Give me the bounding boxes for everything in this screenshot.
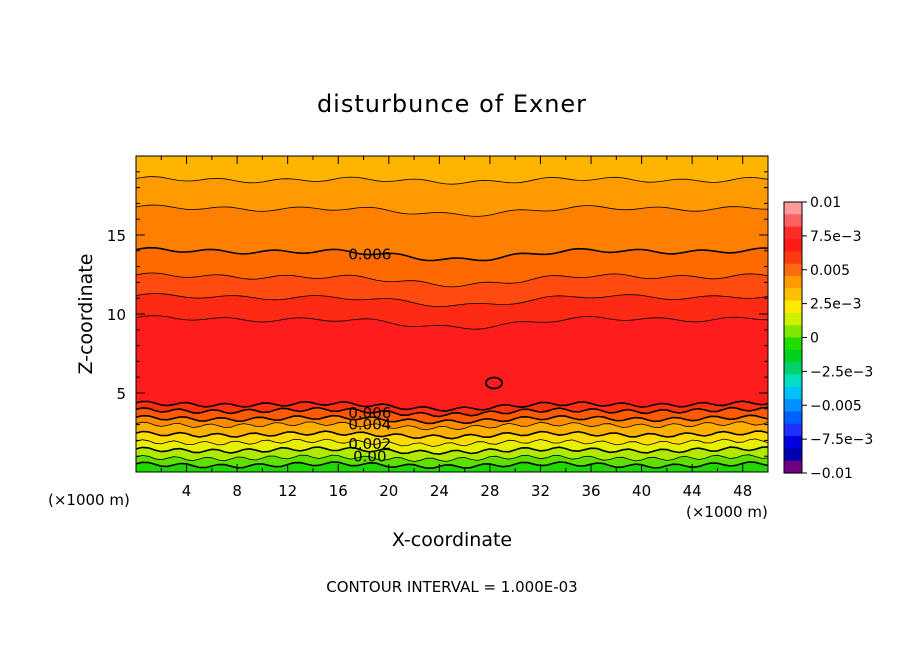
colorbar-swatch: [784, 436, 802, 449]
colorbar-swatch: [784, 337, 802, 351]
contour-label: 0.004: [348, 416, 391, 434]
colorbar-swatch: [784, 325, 802, 339]
contour-line: [135, 406, 769, 418]
y-axis: 5 10 15: [107, 171, 768, 457]
colorbar-swatch: [784, 288, 802, 302]
contour-line: [135, 204, 769, 217]
contour-interval-note: CONTOUR INTERVAL = 1.000E-03: [326, 578, 577, 596]
contour-line: [135, 461, 769, 470]
colorbar-swatch: [784, 202, 802, 215]
colorbar-tick-label: 0.01: [810, 195, 841, 211]
colorbar-swatch: [784, 460, 802, 474]
colorbar-tick-label: 0.005: [810, 263, 850, 279]
colorbar-swatch: [784, 349, 802, 363]
contour-label: 0.002: [348, 435, 391, 453]
y-axis-label: Z-coordinate: [75, 254, 97, 375]
colorbar-swatch: [784, 312, 802, 326]
colorbar-swatch: [784, 300, 802, 314]
x-tick-label: 24: [430, 482, 449, 500]
contour-line: [135, 315, 769, 330]
x-tick-label: 20: [379, 482, 398, 500]
colorbar-swatch: [784, 238, 802, 252]
contour-band: [135, 315, 769, 412]
colorbar-swatch: [784, 362, 802, 376]
colorbar-tick-label: −2.5e−3: [810, 364, 873, 380]
closed-contour-loop: [485, 376, 503, 390]
colorbar-tick-label: 7.5e−3: [810, 229, 862, 245]
x-tick-label: 28: [480, 482, 499, 500]
colorbar-swatch: [784, 374, 802, 388]
colorbar-swatch: [784, 411, 802, 425]
contour-line: [135, 414, 769, 425]
x-axis-label: X-coordinate: [392, 529, 512, 551]
x-tick-label: 36: [581, 482, 600, 500]
x-tick-label: 8: [232, 482, 242, 500]
x-tick-label: 40: [632, 482, 651, 500]
contour-label: 0.006: [348, 404, 391, 422]
contour-line: [135, 438, 769, 448]
contour-line: [135, 421, 769, 431]
contour-label: 0.00: [353, 448, 386, 466]
x-tick-label: 12: [278, 482, 297, 500]
x-axis-unit-right: (×1000 m): [686, 503, 768, 521]
colorbar-tick-label: 0: [810, 331, 819, 347]
y-tick-label: 15: [107, 227, 126, 245]
colorbar-swatch: [784, 226, 802, 240]
colorbar-swatch: [784, 275, 802, 289]
contour-lines: [135, 176, 769, 470]
x-axis: 4 8 12 16 20 24 28 32 36 40 44 48: [160, 156, 752, 500]
colorbar-swatch: [784, 214, 802, 228]
colorbar-swatch: [784, 386, 802, 400]
contour-line: [135, 446, 769, 456]
colorbar-swatch: [784, 251, 802, 265]
colorbar-tick-label: −7.5e−3: [810, 432, 873, 448]
y-tick-label: 5: [116, 385, 126, 403]
contour-label: 0.006: [348, 246, 391, 264]
x-tick-label: 48: [733, 482, 752, 500]
x-tick-label: 44: [683, 482, 702, 500]
chart-title: disturbunce of Exner: [317, 90, 587, 118]
x-tick-label: 4: [182, 482, 192, 500]
contour-line: [135, 430, 769, 440]
colorbar-swatch: [784, 263, 802, 277]
contour-line: [135, 272, 769, 288]
y-tick-label: 10: [107, 306, 126, 324]
colorbar-swatch: [784, 399, 802, 413]
colorbar-swatch: [784, 448, 802, 462]
x-tick-label: 16: [329, 482, 348, 500]
contour-fill: [135, 155, 769, 473]
colorbar-tick-label: −0.01: [810, 466, 853, 482]
contour-line: [135, 293, 769, 308]
x-axis-unit-left: (×1000 m): [48, 491, 130, 509]
x-tick-label: 32: [531, 482, 550, 500]
contour-line: [135, 400, 769, 412]
contour-line: [135, 176, 769, 185]
contour-line: [135, 454, 769, 462]
colorbar-swatch: [784, 423, 802, 437]
contour-line: [135, 246, 769, 262]
colorbar: 0.01 7.5e−3 0.005 2.5e−3 0 −2.5e−3 −0.005 −7.5e…: [783, 195, 873, 482]
colorbar-tick-label: −0.005: [810, 398, 862, 414]
colorbar-tick-label: 2.5e−3: [810, 297, 862, 313]
